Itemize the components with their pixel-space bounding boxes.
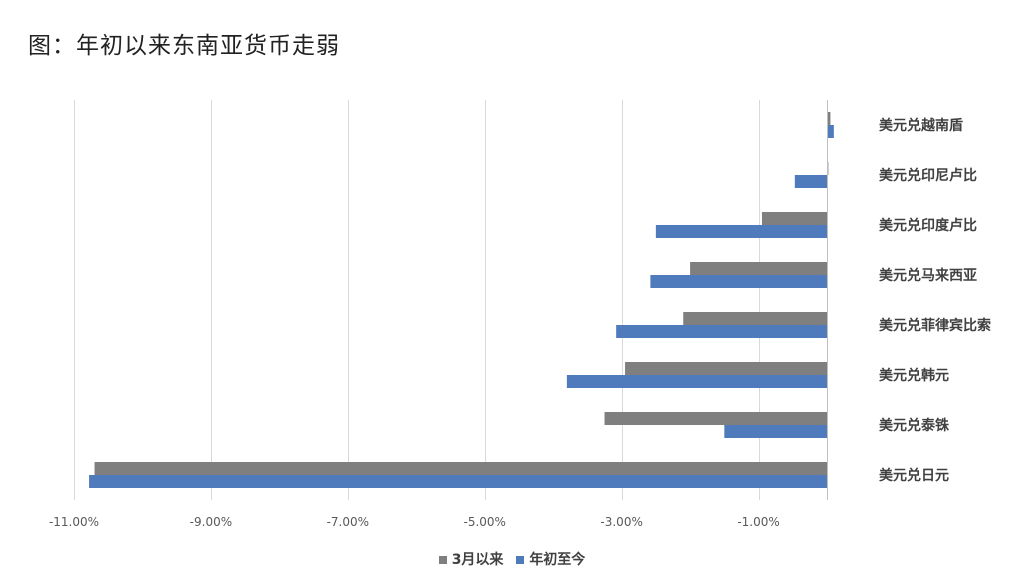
legend-label-series-1: 年初至今: [529, 552, 586, 568]
category-label-2: 美元兑印度卢比: [879, 217, 977, 234]
x-tick-label-4: -3.00%: [600, 515, 642, 529]
bars: [89, 112, 834, 488]
legend-label-series-0: 3月以来: [451, 552, 504, 568]
bar-series-0-cat-3: [690, 262, 827, 275]
bar-series-1-cat-0: [827, 125, 834, 138]
bar-series-0-cat-2: [761, 212, 827, 225]
category-label-6: 美元兑泰铢: [879, 417, 950, 434]
category-label-1: 美元兑印尼卢比: [879, 167, 977, 184]
bar-series-0-cat-4: [683, 312, 827, 325]
bar-series-0-cat-5: [625, 362, 827, 375]
x-tick-label-0: -11.00%: [49, 515, 99, 529]
bar-series-0-cat-7: [94, 462, 827, 475]
x-tick-label-5: -1.00%: [737, 515, 779, 529]
category-label-5: 美元兑韩元: [879, 367, 949, 384]
category-labels: 美元兑越南盾美元兑印尼卢比美元兑印度卢比美元兑马来西亚美元兑菲律宾比索美元兑韩元…: [879, 117, 991, 484]
bar-series-1-cat-3: [650, 275, 827, 288]
x-tick-label-3: -5.00%: [464, 515, 506, 529]
legend-swatch-series-0: [438, 556, 447, 564]
bar-series-1-cat-7: [89, 475, 827, 488]
bar-series-1-cat-4: [616, 325, 827, 338]
x-tick-label-2: -7.00%: [327, 515, 369, 529]
bar-series-1-cat-5: [566, 375, 827, 388]
category-label-4: 美元兑菲律宾比索: [879, 317, 991, 334]
category-label-3: 美元兑马来西亚: [879, 267, 977, 284]
category-label-7: 美元兑日元: [879, 467, 949, 484]
x-tick-labels: -11.00% -9.00% -7.00% -5.00% -3.00% -1.00%: [49, 515, 780, 529]
legend-item-series-0: 3月以来: [438, 549, 504, 569]
x-tick-label-1: -9.00%: [190, 515, 232, 529]
bar-series-1-cat-2: [655, 225, 827, 238]
chart-title: 图：年初以来东南亚货币走弱: [28, 33, 340, 59]
bar-series-0-cat-6: [604, 412, 827, 425]
legend-swatch-series-1: [516, 556, 525, 564]
bar-chart: -11.00% -9.00% -7.00% -5.00% -3.00% -1.00% 美元…: [49, 100, 991, 529]
bar-series-1-cat-6: [724, 425, 827, 438]
grid-lines: [74, 100, 760, 500]
category-label-0: 美元兑越南盾: [879, 117, 963, 134]
legend-item-series-1: 年初至今: [516, 549, 585, 569]
legend: 3月以来 年初至今: [0, 549, 1024, 569]
bar-series-1-cat-1: [794, 175, 827, 188]
bar-series-0-cat-0: [827, 112, 831, 125]
